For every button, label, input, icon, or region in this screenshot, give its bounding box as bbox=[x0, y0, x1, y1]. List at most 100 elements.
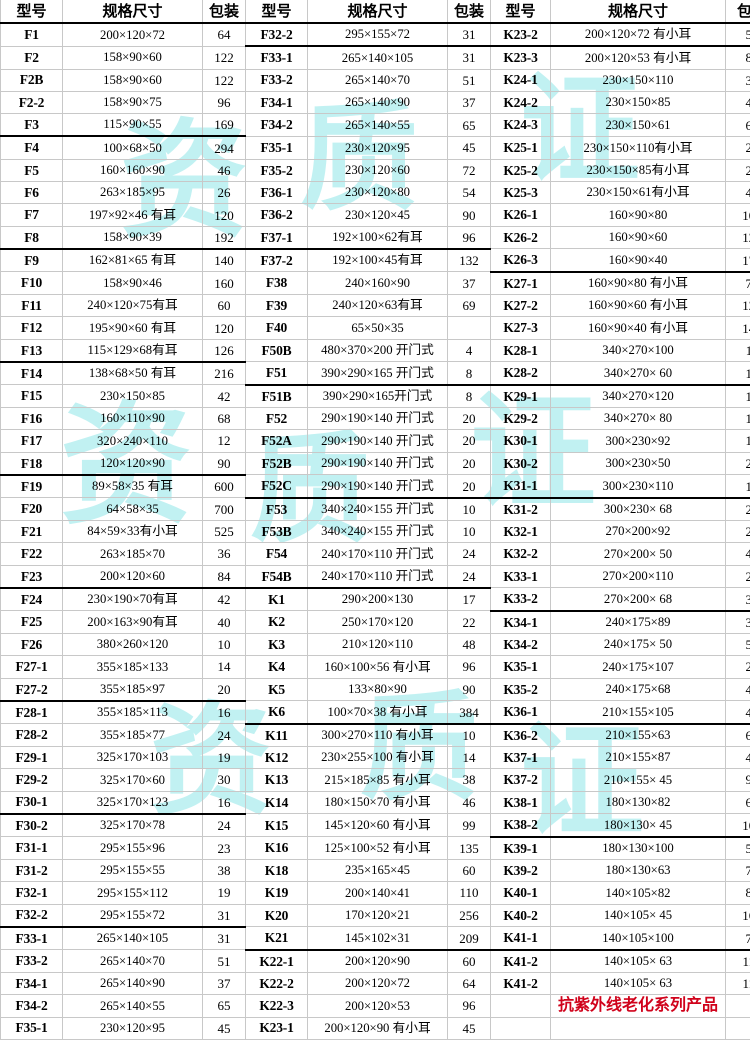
cell-model: K40-2 bbox=[491, 904, 551, 927]
cell-spec: 230×120×95 bbox=[63, 1017, 203, 1039]
cell-pack: 24 bbox=[726, 136, 750, 159]
cell-pack: 20 bbox=[203, 678, 246, 701]
cell-spec: 340×270×120 bbox=[551, 385, 726, 408]
header-spec-1: 规格尺寸 bbox=[63, 0, 203, 23]
cell-pack: 20 bbox=[448, 452, 491, 475]
cell-model: F21 bbox=[1, 521, 63, 543]
cell-model: K38-1 bbox=[491, 791, 551, 814]
cell-model: F34-2 bbox=[1, 995, 63, 1017]
cell-spec: 140×105× 63 bbox=[551, 950, 726, 973]
cell-model: K22-3 bbox=[246, 995, 308, 1017]
cell-spec: 355×185×113 bbox=[63, 701, 203, 724]
cell-pack: 60 bbox=[726, 114, 750, 137]
cell-pack: 45 bbox=[448, 1017, 491, 1039]
cell-spec: 162×81×65 有耳 bbox=[63, 249, 203, 272]
cell-spec: 200×120×90 有小耳 bbox=[308, 1017, 448, 1039]
cell-spec: 265×140×70 bbox=[308, 69, 448, 91]
cell-spec: 270×200× 68 bbox=[551, 588, 726, 611]
cell-pack: 34 bbox=[726, 588, 750, 611]
cell-spec: 200×120×60 bbox=[63, 565, 203, 588]
cell-model: K1 bbox=[246, 588, 308, 611]
cell-model: K31-1 bbox=[491, 475, 551, 498]
cell-spec: 140×105× 45 bbox=[551, 904, 726, 927]
header-model-3: 型号 bbox=[491, 0, 551, 23]
cell-pack: 45 bbox=[203, 1017, 246, 1039]
cell-model: F17 bbox=[1, 430, 63, 452]
cell-model: K3 bbox=[246, 634, 308, 656]
cell-spec: 270×200× 50 bbox=[551, 543, 726, 565]
cell-model: K26-3 bbox=[491, 249, 551, 272]
cell-pack: 52 bbox=[726, 634, 750, 656]
cell-pack: 54 bbox=[448, 182, 491, 204]
cell-pack: 114 bbox=[726, 972, 750, 994]
cell-spec: 380×260×120 bbox=[63, 634, 203, 656]
cell-model: F29-2 bbox=[1, 769, 63, 791]
cell-model: K37-1 bbox=[491, 747, 551, 769]
cell-spec: 115×90×55 bbox=[63, 114, 203, 137]
cell-pack: 23 bbox=[203, 837, 246, 860]
cell-pack: 19 bbox=[203, 882, 246, 904]
cell-model: K26-1 bbox=[491, 204, 551, 226]
cell-pack: 72 bbox=[448, 159, 491, 181]
cell-model: K33-1 bbox=[491, 565, 551, 588]
cell-model: F37-1 bbox=[246, 226, 308, 249]
cell-spec: 145×102×31 bbox=[308, 927, 448, 950]
cell-spec: 390×290×165开门式 bbox=[308, 385, 448, 408]
cell-spec: 230×150×61 bbox=[551, 114, 726, 137]
cell-spec: 300×230×50 bbox=[551, 452, 726, 475]
cell-model: K16 bbox=[246, 837, 308, 860]
cell-pack: 31 bbox=[203, 904, 246, 927]
cell-pack: 96 bbox=[448, 656, 491, 678]
cell-spec: 263×185×70 bbox=[63, 543, 203, 565]
cell-pack: 700 bbox=[203, 498, 246, 521]
cell-model: F7 bbox=[1, 204, 63, 226]
cell-spec: 140×105× 63 bbox=[551, 972, 726, 994]
cell-spec: 抗紫外线老化系列产品 bbox=[551, 995, 726, 1017]
cell-spec: 270×200×110 bbox=[551, 565, 726, 588]
cell-spec: 100×68×50 bbox=[63, 136, 203, 159]
cell-pack: 65 bbox=[203, 995, 246, 1017]
cell-model: F38 bbox=[246, 272, 308, 295]
cell-pack: 135 bbox=[448, 837, 491, 860]
cell-spec: 140×105×82 bbox=[551, 882, 726, 904]
cell-pack: 20 bbox=[448, 475, 491, 498]
cell-model: F34-1 bbox=[1, 972, 63, 994]
cell-pack: 126 bbox=[203, 339, 246, 362]
cell-spec: 158×90×60 bbox=[63, 46, 203, 69]
cell-pack: 37 bbox=[203, 972, 246, 994]
cell-model: K29-1 bbox=[491, 385, 551, 408]
cell-pack: 37 bbox=[448, 272, 491, 295]
cell-pack: 11 bbox=[726, 339, 750, 362]
cell-model: K35-2 bbox=[491, 678, 551, 701]
cell-pack: 178 bbox=[726, 249, 750, 272]
cell-pack: 19 bbox=[726, 430, 750, 452]
cell-model: F20 bbox=[1, 498, 63, 521]
cell-model: K22-2 bbox=[246, 972, 308, 994]
cell-pack: 10 bbox=[448, 724, 491, 747]
cell-model: K25-2 bbox=[491, 159, 551, 181]
header-pack-1: 包装 bbox=[203, 0, 246, 23]
cell-pack: 16 bbox=[203, 701, 246, 724]
cell-model: K27-3 bbox=[491, 317, 551, 339]
cell-spec: 210×120×110 bbox=[308, 634, 448, 656]
cell-spec: 390×290×165 开门式 bbox=[308, 362, 448, 385]
cell-pack: 42 bbox=[726, 91, 750, 113]
header-pack-3: 包装 bbox=[726, 0, 750, 23]
cell-pack: 31 bbox=[448, 23, 491, 46]
cell-pack: 10 bbox=[448, 521, 491, 543]
cell-spec: 295×155×55 bbox=[63, 859, 203, 881]
cell-spec: 340×270× 60 bbox=[551, 362, 726, 385]
